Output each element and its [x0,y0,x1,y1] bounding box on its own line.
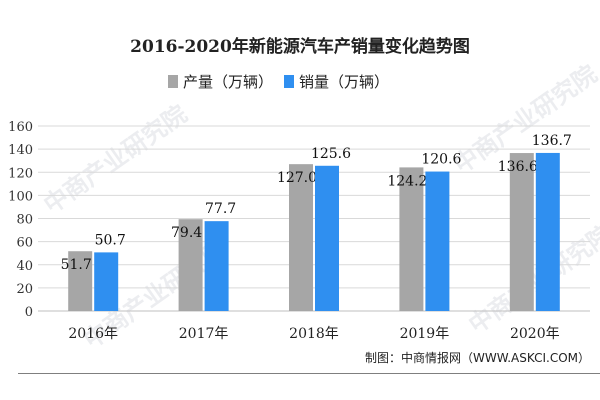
source-note: 制图：中商情报网（WWW.ASKCI.COM） [365,350,590,365]
data-label-production-2: 79.4 [171,225,202,241]
x-tick-label: 2016年 [68,326,118,342]
y-tick-label: 100 [8,189,33,204]
y-tick-label: 160 [8,120,33,135]
legend-swatch-2 [284,75,294,88]
y-tick-label: 20 [16,282,33,297]
y-tick-label: 60 [16,236,33,251]
chart-title: 2016-2020年新能源汽车产销量变化趋势图 [130,36,470,57]
y-tick-label: 120 [8,166,33,181]
y-tick-label: 80 [16,213,33,228]
data-label-production-4: 124.2 [387,173,427,189]
bar-sales-3 [315,165,339,311]
data-label-sales-1: 50.7 [95,232,126,248]
x-tick-label: 2020年 [510,326,560,342]
data-label-sales-4: 120.6 [421,152,461,168]
data-label-production-5: 136.6 [498,159,538,175]
bar-sales-4 [425,171,450,311]
bar-production-3 [289,164,313,311]
bar-production-4 [399,167,424,311]
bar-production-2 [178,219,203,311]
data-label-production-1: 51.7 [61,257,92,273]
x-tick-label: 2019年 [400,326,450,342]
bottom-divider [18,373,600,374]
x-tick-label: 2018年 [289,326,339,342]
data-label-sales-2: 77.7 [205,201,236,217]
data-label-sales-3: 125.6 [311,146,351,162]
data-label-production-3: 127.0 [277,170,317,186]
bar-production-1 [68,251,93,311]
y-tick-label: 0 [25,305,33,320]
bar-sales-2 [204,221,229,311]
legend-label-1: 产量（万辆） [183,73,273,91]
x-tick-label: 2017年 [179,326,229,342]
legend-label-2: 销量（万辆） [299,73,389,91]
bar-sales-1 [94,252,119,311]
y-tick-label: 40 [16,259,33,274]
data-label-sales-5: 136.7 [532,133,572,149]
legend-swatch-1 [168,75,178,88]
bar-production-5 [509,153,534,311]
y-tick-label: 140 [8,143,33,158]
bar-sales-5 [535,152,560,311]
